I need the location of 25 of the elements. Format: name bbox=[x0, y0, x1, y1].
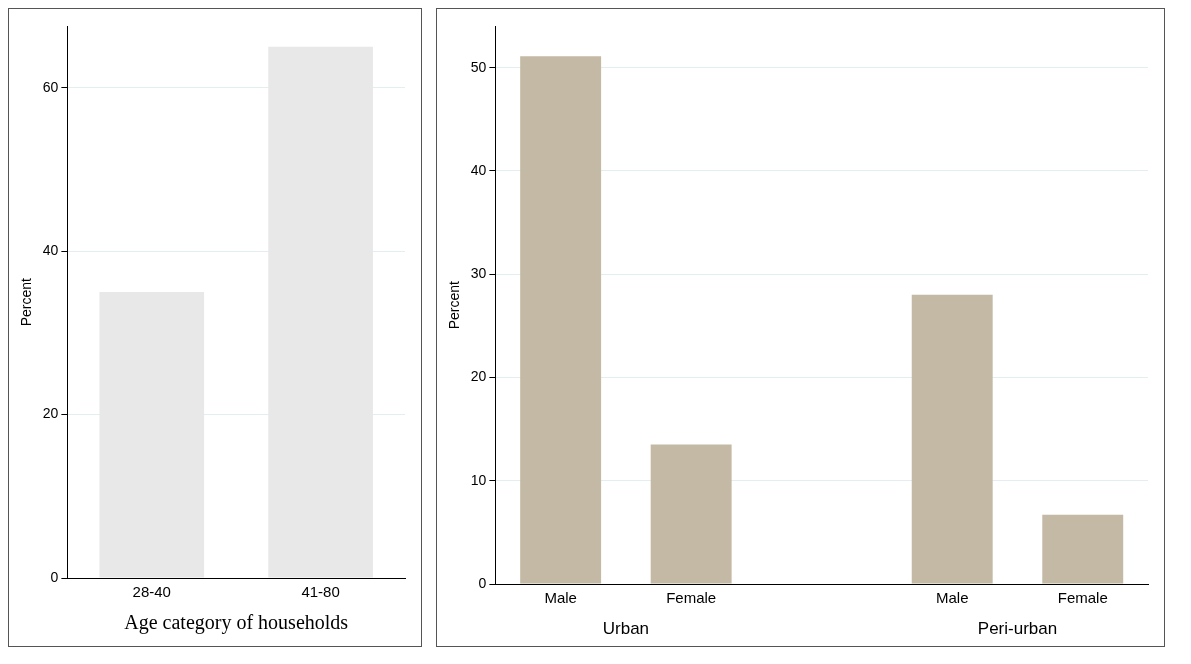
y-axis-title: Percent bbox=[18, 277, 35, 327]
x-tick-label: 41-80 bbox=[301, 583, 340, 601]
y-tick-label: 0 bbox=[478, 574, 487, 591]
y-tick-label: 60 bbox=[42, 78, 59, 95]
y-tick-label: 10 bbox=[470, 471, 487, 488]
y-tick-label: 50 bbox=[470, 58, 487, 75]
y-tick-label: 0 bbox=[50, 568, 59, 585]
x-tick-label: Male bbox=[935, 589, 969, 607]
bar bbox=[911, 294, 993, 584]
x-tick-label: Female bbox=[1057, 589, 1108, 607]
bar bbox=[520, 56, 602, 584]
y-tick-label: 30 bbox=[470, 265, 487, 282]
x-axis-title: Age category of households bbox=[124, 611, 349, 635]
x-tick-label: Male bbox=[544, 589, 577, 607]
y-tick-label: 40 bbox=[42, 241, 59, 258]
y-tick-label: 20 bbox=[42, 405, 59, 422]
text: Urban bbox=[602, 619, 650, 638]
y-tick-label: 40 bbox=[470, 161, 487, 178]
bar bbox=[650, 444, 732, 584]
bar bbox=[1042, 514, 1124, 584]
x-tick-label: 28-40 bbox=[132, 583, 171, 601]
text: Peri-urban bbox=[977, 619, 1058, 638]
x-tick-label: Female bbox=[666, 589, 717, 607]
y-tick-label: 20 bbox=[470, 368, 487, 385]
y-axis-title: Percent bbox=[446, 280, 463, 330]
